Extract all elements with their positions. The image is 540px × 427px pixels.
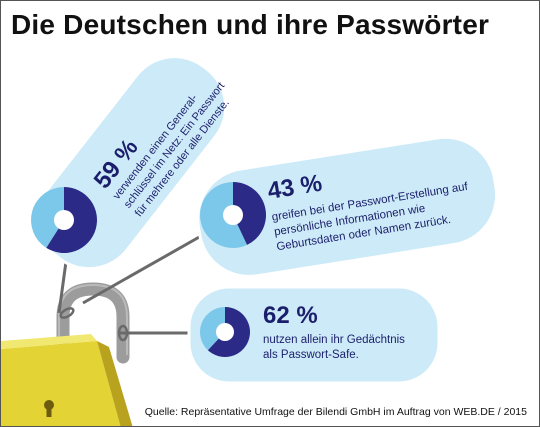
donut-1-hole bbox=[54, 210, 74, 230]
keyhole-icon bbox=[44, 400, 54, 417]
lock-body-side bbox=[97, 341, 133, 426]
donut-chart-3 bbox=[199, 307, 250, 357]
donut-chart-2 bbox=[200, 182, 267, 248]
donut-2-value-slice bbox=[233, 182, 267, 245]
donut-chart-1 bbox=[31, 187, 97, 253]
lock-body-top bbox=[1, 334, 97, 349]
tag-3-desc-line-1: nutzen allein ihr Gedächtnis bbox=[263, 334, 405, 346]
donut-1-remainder-slice bbox=[31, 187, 64, 248]
donut-3-remainder-slice bbox=[199, 307, 225, 351]
tag-3-shape bbox=[187, 285, 441, 385]
tag-3: 62 % nutzen allein ihr Gedächtnis als Pa… bbox=[187, 285, 441, 385]
page-title: Die Deutschen und ihre Passwörter bbox=[11, 9, 490, 40]
lock-body bbox=[1, 341, 121, 426]
string-knot-1 bbox=[59, 307, 75, 319]
donut-3-hole bbox=[216, 323, 234, 341]
source-note: Quelle: Repräsentative Umfrage der Bilen… bbox=[144, 406, 527, 418]
tag-3-percent: 62 % bbox=[263, 302, 318, 329]
donut-2-hole bbox=[223, 205, 243, 225]
string-knot-2 bbox=[117, 324, 129, 342]
tag-2: 43 % greifen bei der Passwort-Erstellung… bbox=[196, 135, 499, 278]
tag-2-shape bbox=[196, 135, 499, 278]
lock-shackle bbox=[56, 282, 130, 364]
tag-3-desc-line-2: als Passwort-Safe. bbox=[263, 349, 359, 361]
